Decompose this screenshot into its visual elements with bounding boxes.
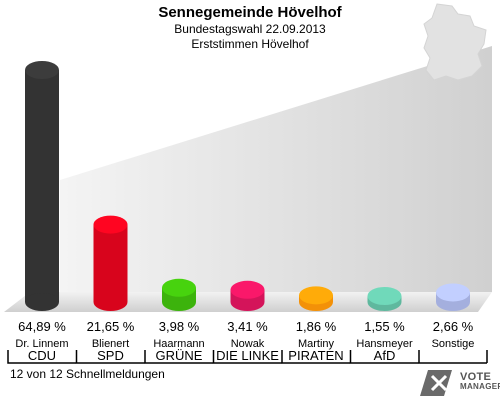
- label-separator: [75, 350, 145, 364]
- label-separator: [144, 350, 213, 364]
- bar-base: [93, 293, 128, 311]
- candidate-label: Haarmann: [153, 338, 205, 350]
- chart-subtitle-election: Bundestagswahl 22.09.2013: [174, 22, 326, 36]
- status-text: 12 von 12 Schnellmeldungen: [10, 367, 165, 381]
- bar-cap: [367, 287, 402, 305]
- party-label: AfD: [373, 348, 396, 363]
- vote-manager-logo: [420, 370, 452, 396]
- label-separator: [212, 350, 282, 364]
- party-label: DIE LINKE: [216, 348, 279, 363]
- candidate-label: Nowak: [230, 338, 265, 350]
- party-label: SPD: [97, 348, 124, 363]
- logo-line1: VOTE: [460, 371, 492, 383]
- candidate-label: Martiny: [297, 338, 335, 350]
- label-separator: [7, 350, 76, 364]
- bar-cap: [25, 61, 59, 79]
- bar-cap: [230, 280, 265, 299]
- bar-base: [25, 293, 59, 311]
- bar-7: [436, 283, 470, 311]
- candidate-label: Hansmeyer: [356, 338, 413, 350]
- bar-body: [25, 70, 59, 302]
- bar-body: [93, 224, 128, 302]
- value-label: 3,41 %: [227, 319, 268, 334]
- bar-cap: [299, 286, 333, 305]
- chart-title: Sennegemeinde Hövelhof: [158, 4, 342, 21]
- bar-cap: [162, 278, 196, 297]
- chart-back-wall: [60, 46, 492, 292]
- label-separator: [349, 350, 419, 364]
- bar-3: [162, 278, 196, 311]
- bar-4: [230, 280, 265, 311]
- value-label: 1,55 %: [364, 319, 405, 334]
- bar-2: [93, 215, 128, 311]
- value-label: 1,86 %: [295, 319, 337, 334]
- chart-subtitle-vote-type: Erststimmen Hövelhof: [191, 37, 309, 51]
- bar-1: [25, 61, 59, 311]
- bar-cap: [436, 283, 470, 302]
- value-label: 64,89 %: [18, 319, 66, 334]
- party-label: GRÜNE: [155, 348, 203, 363]
- value-label: 21,65 %: [86, 319, 135, 334]
- party-label: PIRATEN: [288, 348, 344, 363]
- value-label: 3,98 %: [158, 319, 200, 334]
- party-label: CDU: [27, 348, 57, 363]
- value-label: 2,66 %: [432, 319, 474, 334]
- candidate-label: Blienert: [91, 338, 130, 350]
- bar-6: [367, 287, 402, 311]
- candidate-label: Dr. Linnem: [15, 338, 69, 350]
- label-separator: [281, 350, 350, 364]
- candidate-label: Sonstige: [431, 338, 475, 350]
- bar-base: [162, 293, 196, 311]
- germany-map-icon: [423, 3, 487, 81]
- label-separator: [418, 350, 487, 364]
- bar-5: [299, 286, 333, 311]
- logo-text: VOTE MANAGER: [460, 372, 500, 392]
- bar-cap: [93, 215, 128, 234]
- logo-line2: MANAGER: [460, 382, 500, 391]
